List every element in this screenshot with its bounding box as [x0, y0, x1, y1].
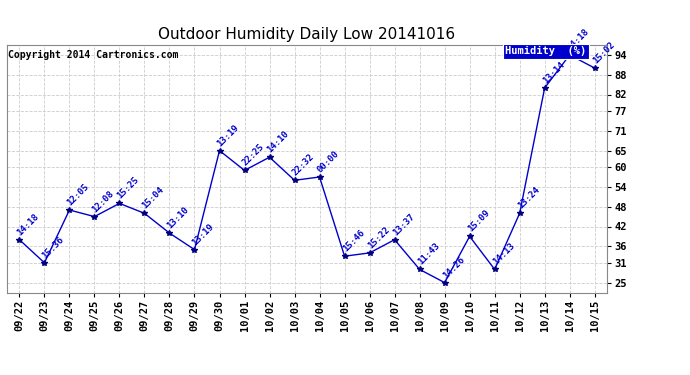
Text: 14:26: 14:26: [441, 255, 466, 280]
Text: 00:00: 00:00: [316, 149, 341, 174]
Text: 13:19: 13:19: [216, 123, 241, 148]
Text: 13:37: 13:37: [391, 212, 416, 237]
Text: 15:02: 15:02: [591, 40, 616, 66]
Text: 11:43: 11:43: [416, 242, 441, 267]
Text: 14:10: 14:10: [266, 129, 291, 154]
Text: 15:46: 15:46: [341, 228, 366, 254]
Text: 15:09: 15:09: [466, 209, 491, 234]
Text: 15:25: 15:25: [116, 176, 141, 201]
Text: 14:13: 14:13: [491, 242, 516, 267]
Text: 15:22: 15:22: [366, 225, 391, 250]
Text: 22:25: 22:25: [241, 142, 266, 168]
Text: 15:04: 15:04: [141, 185, 166, 211]
Text: 14:18: 14:18: [16, 212, 41, 237]
Text: 12:08: 12:08: [90, 189, 116, 214]
Text: Humidity  (%): Humidity (%): [505, 46, 586, 56]
Text: 13:24: 13:24: [516, 185, 541, 211]
Text: 13:14: 13:14: [541, 60, 566, 85]
Text: 15:36: 15:36: [41, 235, 66, 260]
Text: 04:18: 04:18: [566, 27, 591, 52]
Text: 13:19: 13:19: [190, 222, 216, 247]
Title: Outdoor Humidity Daily Low 20141016: Outdoor Humidity Daily Low 20141016: [159, 27, 455, 42]
Text: 13:10: 13:10: [166, 205, 191, 231]
Text: Copyright 2014 Cartronics.com: Copyright 2014 Cartronics.com: [8, 50, 179, 60]
Text: 22:32: 22:32: [290, 152, 316, 178]
Text: 12:05: 12:05: [66, 182, 91, 207]
